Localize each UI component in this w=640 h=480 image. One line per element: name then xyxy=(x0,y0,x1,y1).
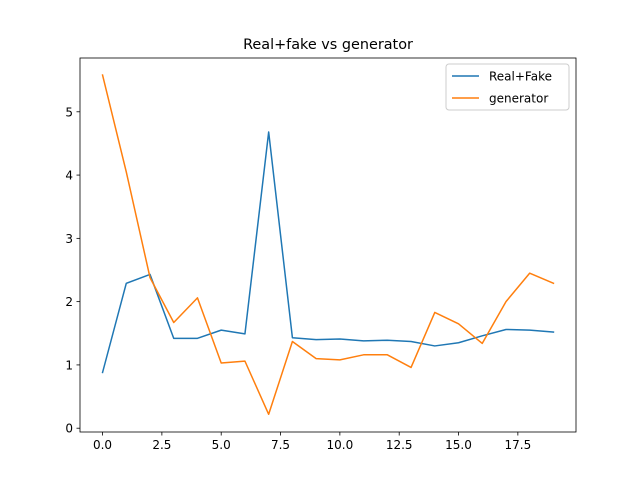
chart-title: Real+fake vs generator xyxy=(243,37,413,53)
series-generator xyxy=(101,74,555,416)
legend: Real+Fake generator xyxy=(445,63,570,111)
y-tick-label: 3 xyxy=(65,232,73,246)
y-tick-label: 4 xyxy=(65,169,73,183)
series-layer xyxy=(101,74,555,416)
series-line xyxy=(101,74,555,416)
x-tick-label: 10.0 xyxy=(327,438,354,452)
x-axis: 0.0 2.5 5.0 7.5 10.0 12.5 15.0 17.5 xyxy=(93,432,531,452)
y-tick-label: 5 xyxy=(65,105,73,119)
x-tick-label: 0.0 xyxy=(93,438,112,452)
series-line xyxy=(101,131,555,374)
x-tick-label: 17.5 xyxy=(504,438,531,452)
x-tick-label: 12.5 xyxy=(386,438,413,452)
y-tick-label: 1 xyxy=(65,358,73,372)
axes-frame xyxy=(79,57,577,433)
x-tick-label: 5.0 xyxy=(212,438,231,452)
x-tick-label: 15.0 xyxy=(445,438,472,452)
series-real-fake xyxy=(101,131,555,374)
legend-label: Real+Fake xyxy=(489,70,552,84)
legend-label: generator xyxy=(489,92,548,106)
y-axis: 0 1 2 3 4 5 xyxy=(65,105,80,436)
x-tick-label: 2.5 xyxy=(152,438,171,452)
y-tick-label: 2 xyxy=(65,295,73,309)
plot-area xyxy=(79,57,577,433)
x-tick-label: 7.5 xyxy=(271,438,290,452)
y-tick-label: 0 xyxy=(65,422,73,436)
